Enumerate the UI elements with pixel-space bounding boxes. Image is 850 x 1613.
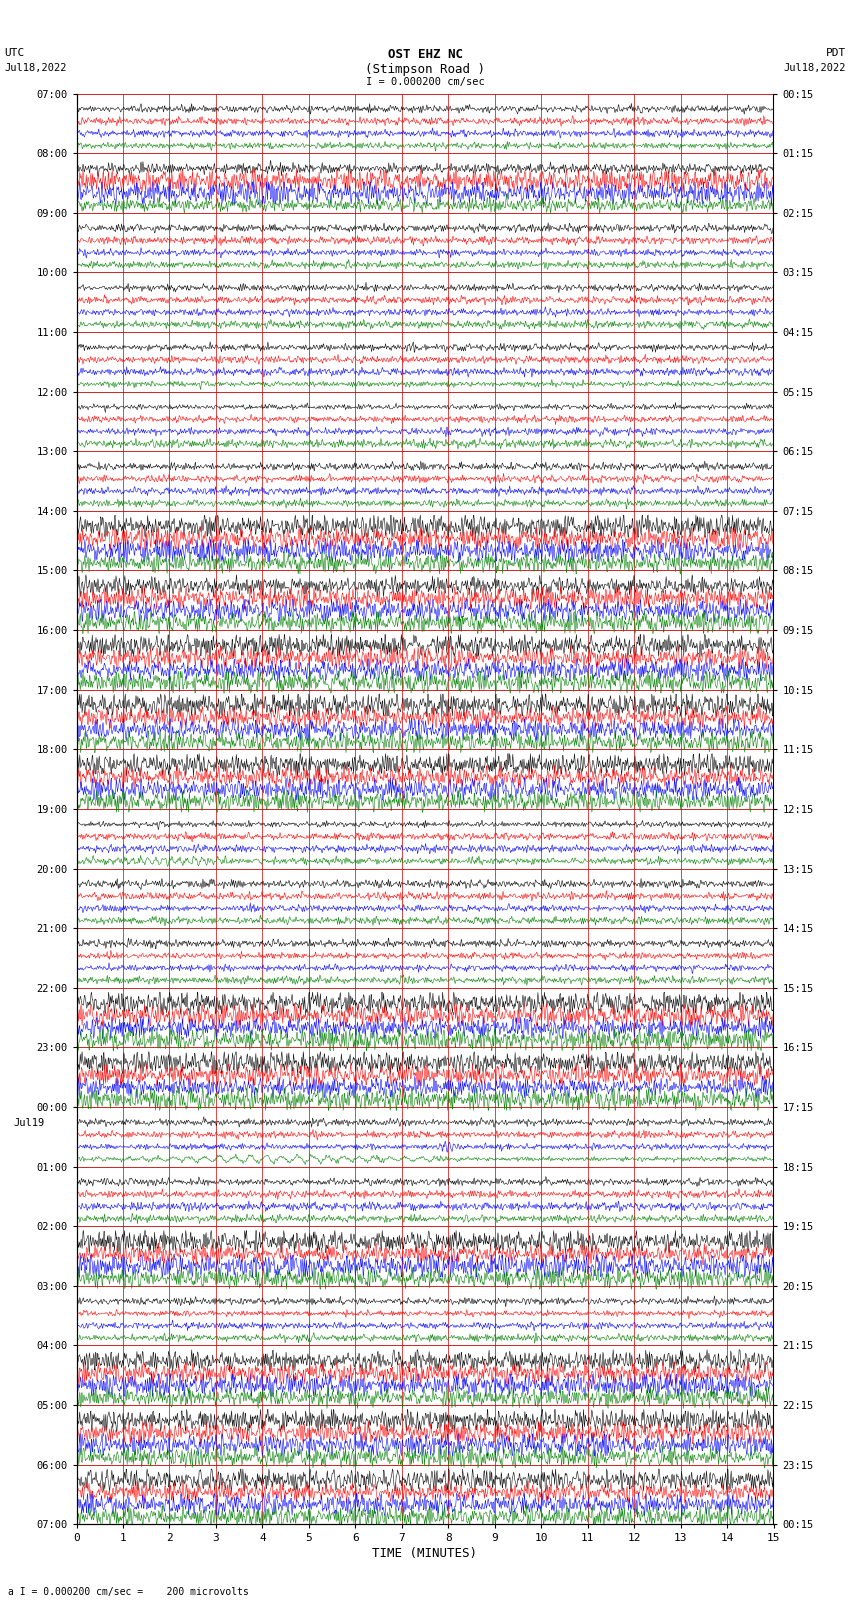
X-axis label: TIME (MINUTES): TIME (MINUTES) xyxy=(372,1547,478,1560)
Text: UTC: UTC xyxy=(4,48,25,58)
Text: OST EHZ NC: OST EHZ NC xyxy=(388,48,462,61)
Text: PDT: PDT xyxy=(825,48,846,58)
Text: Jul18,2022: Jul18,2022 xyxy=(783,63,846,73)
Text: Jul18,2022: Jul18,2022 xyxy=(4,63,67,73)
Text: I = 0.000200 cm/sec: I = 0.000200 cm/sec xyxy=(366,77,484,87)
Text: (Stimpson Road ): (Stimpson Road ) xyxy=(365,63,485,76)
Text: a I = 0.000200 cm/sec =    200 microvolts: a I = 0.000200 cm/sec = 200 microvolts xyxy=(8,1587,249,1597)
Text: Jul19: Jul19 xyxy=(14,1118,45,1129)
